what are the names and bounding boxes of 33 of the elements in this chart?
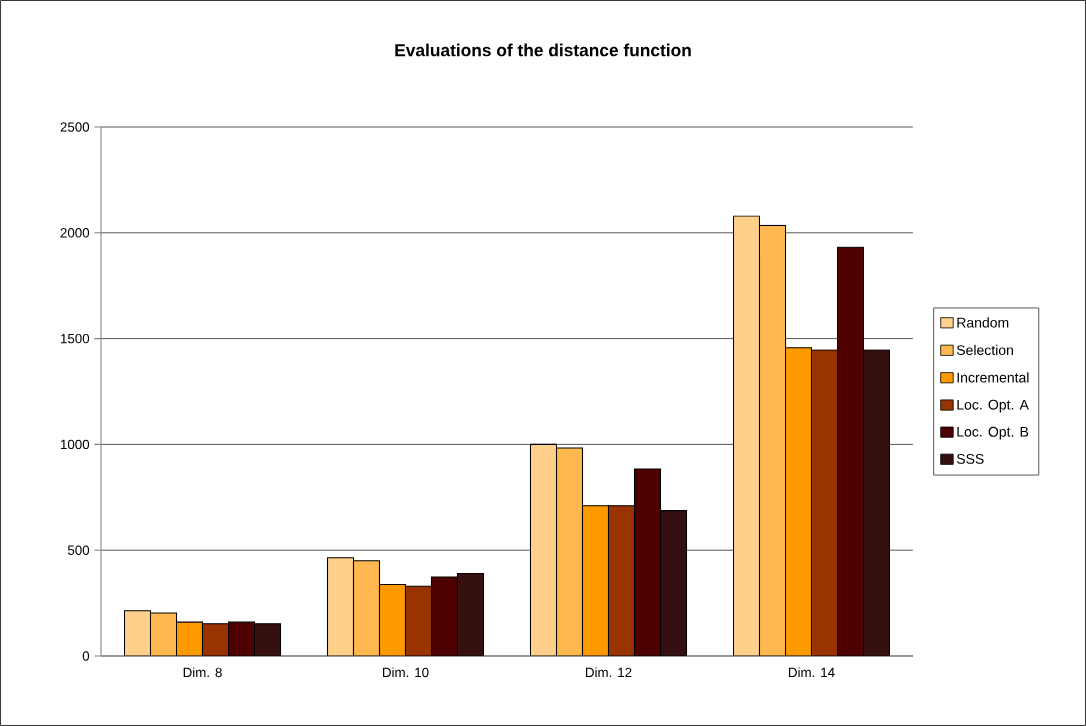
legend-label: Loc. Opt. A bbox=[957, 399, 1029, 413]
bar bbox=[810, 349, 839, 656]
legend-label: Incremental bbox=[957, 372, 1029, 383]
y-tick-label: 500 bbox=[67, 545, 90, 555]
y-tick-label: 1000 bbox=[60, 439, 90, 450]
y-tick-label: 0 bbox=[82, 651, 90, 661]
legend-label: SSS bbox=[956, 453, 984, 464]
y-tick-label: 1500 bbox=[60, 333, 90, 344]
bar bbox=[201, 623, 230, 656]
bar bbox=[732, 215, 761, 656]
bar bbox=[862, 349, 891, 656]
x-tick-label: Dim. 14 bbox=[789, 667, 835, 678]
y-tick-label: 2500 bbox=[60, 122, 90, 132]
bar bbox=[326, 557, 355, 656]
x-tick-label: Dim. 10 bbox=[383, 667, 429, 678]
chart-title: Evaluations of the distance function bbox=[395, 43, 691, 57]
bar bbox=[555, 447, 584, 656]
bar bbox=[758, 224, 787, 656]
legend-label: Selection bbox=[956, 344, 1013, 356]
bar bbox=[352, 560, 381, 656]
bar bbox=[253, 623, 282, 656]
bar bbox=[456, 572, 485, 656]
bar bbox=[123, 610, 152, 656]
bar bbox=[529, 443, 558, 656]
y-tick-label: 2000 bbox=[60, 228, 90, 238]
bar bbox=[607, 505, 636, 656]
x-tick-label: Dim. 12 bbox=[586, 667, 632, 678]
bar bbox=[404, 585, 433, 656]
bar bbox=[659, 510, 688, 656]
legend-label: Random bbox=[957, 317, 1009, 328]
x-tick-label: Dim. 8 bbox=[183, 667, 222, 678]
bar bbox=[149, 612, 178, 656]
legend-label: Loc. Opt. B bbox=[957, 426, 1029, 440]
